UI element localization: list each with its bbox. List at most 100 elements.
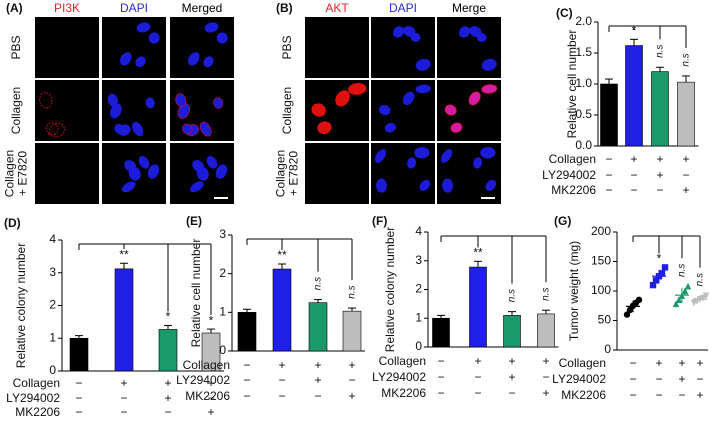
cell — [374, 149, 387, 163]
panel-label: (A) — [6, 1, 23, 15]
y-tick-label: 3 — [415, 253, 422, 267]
condition-sign: + — [696, 388, 703, 402]
condition-sign: − — [243, 389, 250, 403]
row-label-line: PBS — [280, 35, 294, 59]
cell — [145, 97, 155, 109]
bar — [69, 337, 89, 372]
cell — [348, 83, 367, 95]
condition-sign: + — [474, 354, 481, 368]
row-label: Collagen + E7820 — [274, 150, 301, 197]
cell — [196, 166, 209, 181]
condition-name: Collagen — [183, 358, 230, 372]
column-label: Merged — [182, 1, 223, 15]
panel-label: (B) — [276, 1, 293, 15]
cell — [440, 149, 453, 163]
cell — [458, 26, 471, 38]
cell — [206, 156, 218, 169]
condition-sign: − — [437, 354, 444, 368]
condition-name: LY294002 — [542, 168, 596, 182]
point — [658, 270, 666, 277]
significance: n.s — [313, 277, 324, 290]
condition-sign: − — [120, 405, 127, 418]
point — [623, 311, 631, 318]
bar — [272, 268, 292, 352]
y-axis-title: Tumor weight (mg) — [567, 241, 581, 341]
column-label: PI3K — [54, 1, 80, 15]
bar — [600, 83, 618, 147]
condition-name: Collagen — [559, 356, 606, 370]
y-tick-label: 3 — [219, 227, 226, 241]
cell — [147, 164, 160, 179]
bar — [469, 266, 487, 348]
condition-sign: − — [474, 386, 481, 400]
condition-sign: − — [348, 373, 355, 387]
condition-sign: − — [655, 372, 662, 386]
condition-name: LY294002 — [552, 372, 606, 386]
cell — [187, 52, 200, 66]
point — [675, 296, 683, 304]
cell — [317, 121, 332, 135]
significance: ** — [473, 245, 483, 259]
cell — [148, 32, 160, 44]
y-axis-title-text: Tumor weight (mg) — [567, 241, 581, 341]
y-tick-label: 2 — [49, 298, 56, 312]
condition-sign: + — [655, 356, 662, 370]
significance: n.s — [695, 273, 706, 286]
condition-sign: + — [682, 152, 689, 166]
point — [672, 300, 680, 308]
y-axis-title: Relative cell number — [565, 30, 579, 139]
condition-sign: − — [437, 386, 444, 400]
condition-sign: − — [243, 373, 250, 387]
condition-sign: + — [682, 183, 689, 197]
condition-name: LY294002 — [176, 373, 230, 387]
cell — [121, 181, 136, 193]
condition-sign: − — [605, 168, 612, 182]
condition-sign: − — [243, 358, 250, 372]
row-label-line: Collagen — [3, 150, 17, 197]
condition-sign: + — [278, 358, 285, 372]
cell — [402, 91, 415, 106]
condition-name: Collagen — [13, 376, 60, 390]
significance: * — [632, 24, 637, 38]
condition-sign: − — [508, 386, 515, 400]
bar — [625, 45, 643, 147]
row-label-line: + E7820 — [16, 151, 30, 196]
condition-sign: − — [542, 370, 549, 384]
cell — [414, 146, 430, 159]
bar — [114, 268, 134, 372]
y-tick-label: 0.0 — [575, 138, 592, 152]
y-tick-label: 150 — [591, 254, 611, 268]
point — [661, 264, 669, 271]
micrograph — [305, 143, 369, 204]
y-tick-label: 4 — [49, 232, 56, 246]
condition-sign: − — [656, 183, 663, 197]
cell — [203, 56, 214, 68]
cell — [189, 181, 204, 193]
bar — [432, 317, 450, 348]
y-axis-title: Relative colony number — [14, 243, 28, 368]
condition-sign: − — [437, 370, 444, 384]
micrograph — [305, 17, 369, 78]
panel-label: (C) — [556, 6, 573, 20]
bar — [677, 81, 695, 147]
cell — [410, 32, 421, 42]
y-axis-title-text: Relative cell number — [189, 239, 203, 348]
cell — [415, 58, 431, 71]
significance: n.s — [681, 53, 692, 66]
condition-name: MK2206 — [381, 386, 426, 400]
cell — [384, 122, 397, 133]
condition-name: Collagen — [379, 354, 426, 368]
cell — [444, 104, 457, 116]
condition-name: MK2206 — [561, 388, 606, 402]
condition-sign: + — [508, 370, 515, 384]
y-tick-label: 1 — [219, 305, 226, 319]
condition-sign: − — [75, 376, 82, 390]
y-tick-label: 0 — [604, 342, 611, 356]
cell — [213, 97, 224, 109]
panel-label: (D) — [4, 216, 21, 230]
row-label-line: PBS — [9, 35, 23, 59]
column-label: DAPI — [120, 1, 148, 15]
y-axis-title-text: Relative colony number — [383, 227, 397, 352]
y-tick-label: 2 — [415, 282, 422, 296]
